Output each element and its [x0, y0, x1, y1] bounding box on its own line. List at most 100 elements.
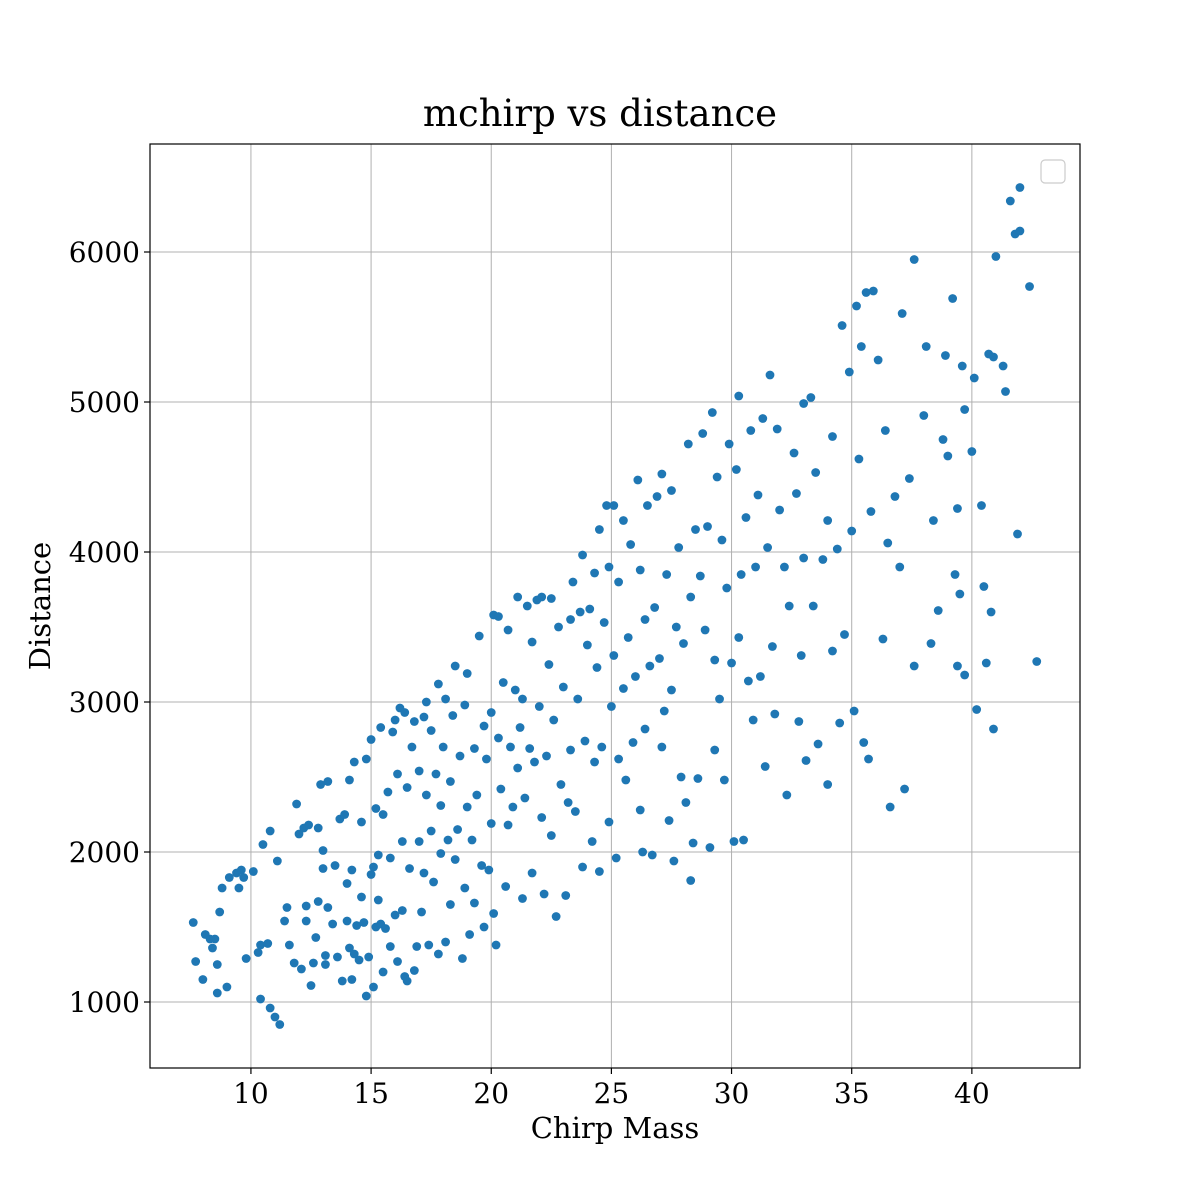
scatter-point — [671, 622, 681, 632]
scatter-point — [823, 516, 833, 525]
scatter-point — [748, 715, 758, 725]
scatter-point — [784, 601, 794, 611]
scatter-point — [590, 757, 599, 767]
scatter-point — [256, 994, 265, 1004]
scatter-point — [558, 682, 568, 692]
scatter-point — [503, 820, 513, 830]
scatter-point — [743, 676, 753, 686]
scatter-point — [482, 754, 491, 764]
scatter-point — [638, 847, 648, 857]
scatter-point — [729, 837, 739, 846]
scatter-point — [402, 783, 412, 792]
scatter-point — [378, 810, 388, 819]
scatter-point — [373, 895, 383, 905]
scatter-point — [659, 706, 669, 716]
scatter-point — [537, 592, 547, 602]
scatter-point — [643, 501, 652, 510]
scatter-point — [880, 426, 890, 435]
scatter-point — [369, 862, 378, 872]
scatter-point — [686, 876, 696, 885]
scatter-point — [948, 294, 958, 303]
scatter-point — [318, 864, 328, 873]
scatter-point — [385, 853, 395, 863]
scatter-point — [465, 930, 475, 939]
scatter-point — [604, 817, 614, 827]
x-tick-label: 15 — [353, 1077, 389, 1110]
scatter-point — [275, 1020, 285, 1029]
scatter-point — [330, 861, 340, 870]
scatter-point — [801, 756, 811, 765]
scatter-point — [1015, 226, 1025, 236]
y-tick-label: 4000 — [69, 536, 140, 569]
scatter-point — [239, 873, 249, 882]
x-tick-label: 20 — [473, 1077, 509, 1110]
scatter-point — [955, 589, 965, 599]
scatter-point — [479, 922, 489, 932]
chart-title: mchirp vs distance — [423, 92, 777, 135]
scatter-point — [635, 565, 645, 575]
scatter-point — [736, 570, 746, 579]
scatter-point — [674, 543, 684, 552]
y-tick-label: 2000 — [69, 836, 140, 869]
scatter-point — [282, 903, 292, 912]
scatter-point — [412, 942, 422, 951]
scatter-point — [429, 877, 438, 887]
scatter-point — [306, 981, 316, 990]
scatter-point — [763, 543, 772, 552]
scatter-point — [304, 820, 314, 830]
scatter-point — [953, 661, 962, 671]
scatter-point — [780, 562, 789, 572]
scatter-point — [419, 868, 429, 878]
scatter-point — [347, 975, 357, 984]
scatter-point — [662, 570, 672, 579]
scatter-point — [602, 501, 611, 510]
scatter-point — [967, 447, 977, 456]
scatter-point — [703, 522, 712, 531]
y-axis-label: Distance — [23, 542, 57, 670]
scatter-point — [494, 612, 503, 621]
scatter-point — [241, 954, 251, 963]
scatter-point — [582, 640, 592, 650]
scatter-point — [518, 894, 527, 903]
scatter-point — [755, 672, 765, 681]
scatter-point — [746, 426, 756, 435]
scatter-point — [806, 393, 816, 402]
scatter-point — [594, 867, 604, 876]
scatter-point — [734, 633, 744, 642]
scatter-point — [544, 660, 554, 669]
scatter-point — [198, 975, 208, 984]
scatter-point — [969, 373, 979, 383]
scatter-point — [592, 663, 602, 672]
scatter-point — [357, 892, 366, 902]
scatter-point — [722, 583, 732, 593]
scatter-point — [633, 475, 643, 485]
scatter-point — [681, 798, 691, 807]
scatter-point — [390, 910, 400, 920]
scatter-point — [828, 646, 837, 656]
scatter-point — [609, 651, 619, 660]
scatter-point — [393, 957, 402, 966]
scatter-point — [727, 658, 736, 668]
scatter-point — [943, 451, 953, 461]
scatter-point — [775, 505, 785, 515]
x-tick-label: 30 — [714, 1077, 750, 1110]
scatter-point — [426, 726, 436, 735]
scatter-point — [1015, 183, 1025, 192]
scatter-point — [929, 516, 938, 525]
scatter-point — [347, 865, 357, 875]
scatter-point — [270, 1012, 280, 1022]
y-tick-label: 6000 — [69, 236, 140, 269]
scatter-point — [354, 955, 364, 965]
scatter-point — [222, 982, 232, 992]
scatter-point — [414, 766, 424, 776]
scatter-point — [741, 513, 751, 522]
scatter-point — [698, 429, 708, 438]
scatter-point — [960, 670, 970, 680]
scatter-point — [188, 918, 198, 927]
scatter-point — [337, 976, 347, 986]
scatter-point — [265, 1003, 275, 1013]
scatter-point — [590, 568, 599, 578]
scatter-point — [397, 837, 407, 846]
scatter-point — [753, 490, 763, 500]
scatter-point — [234, 883, 244, 893]
